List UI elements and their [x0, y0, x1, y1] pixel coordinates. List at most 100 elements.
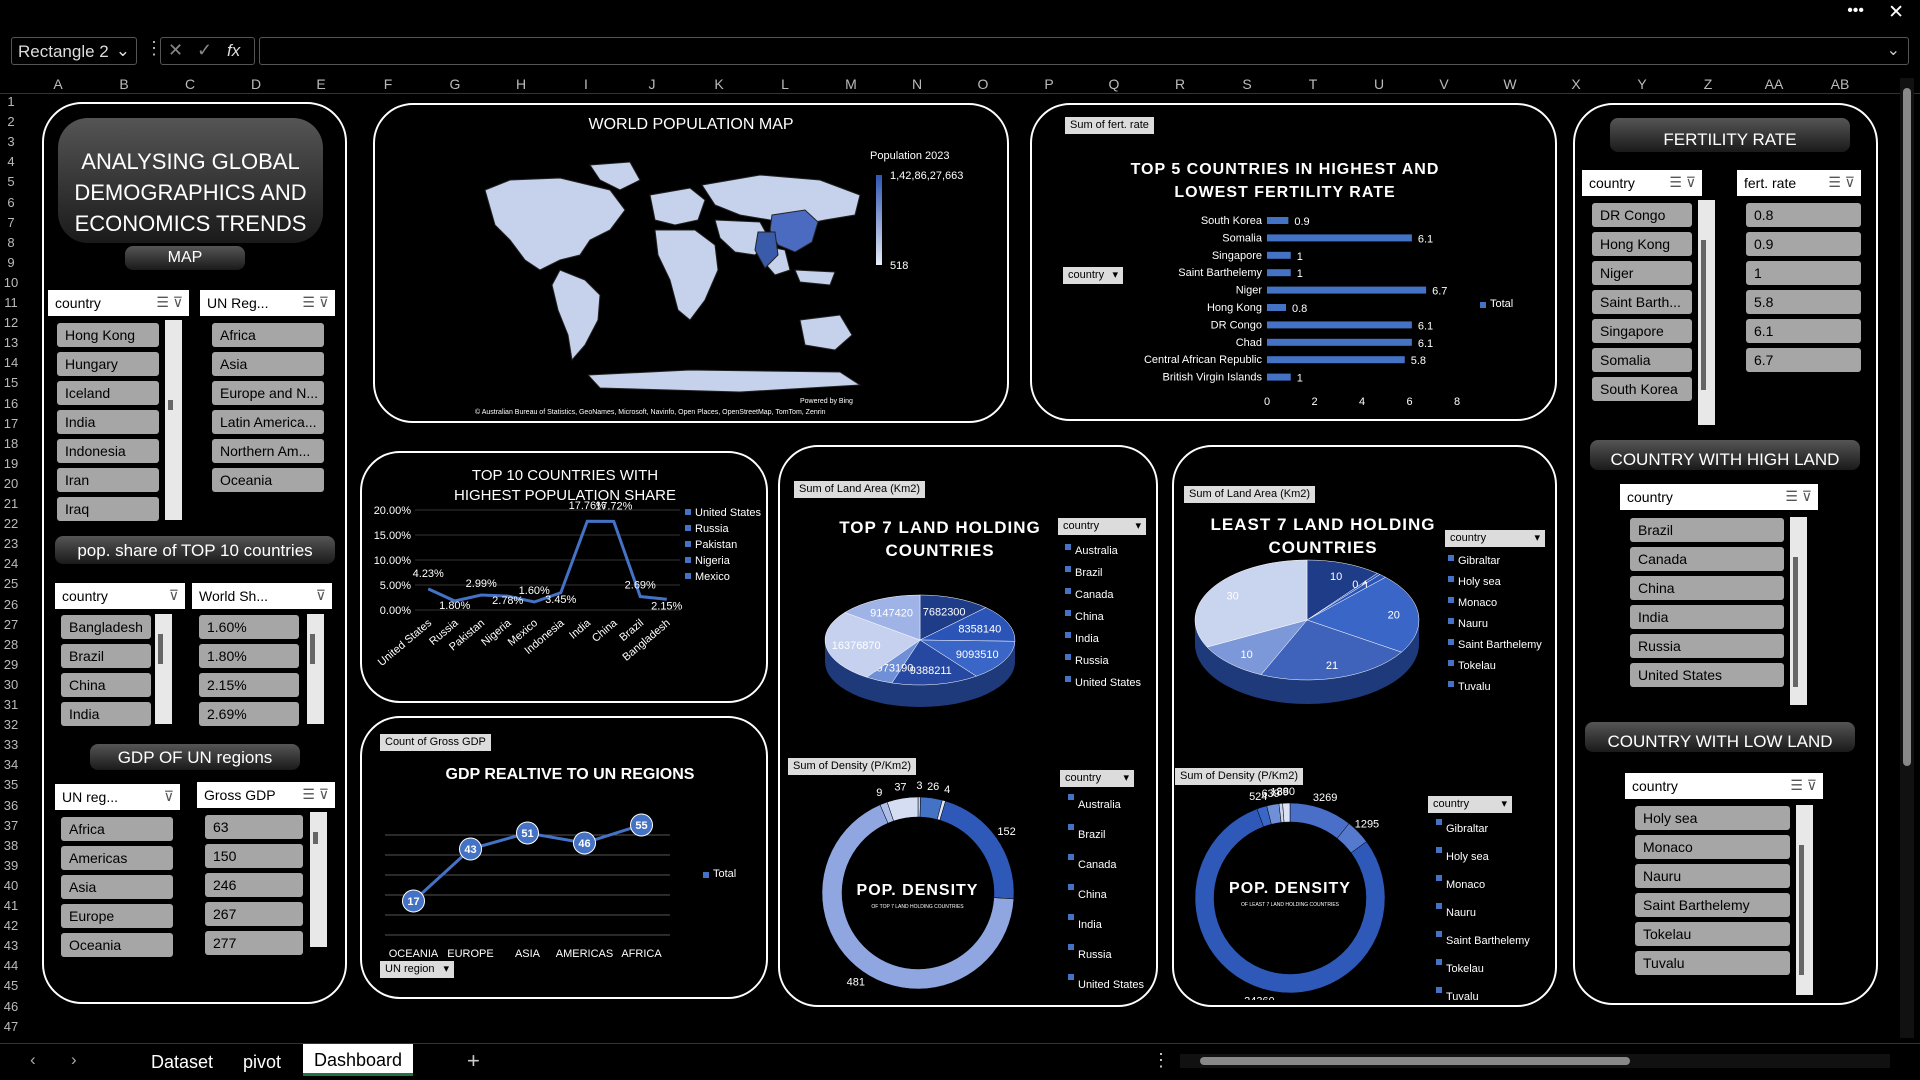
slicer-scrollbar[interactable] [1698, 200, 1715, 425]
column-header[interactable]: G [449, 76, 461, 92]
chevron-down-icon[interactable]: ⌄ [115, 41, 130, 60]
column-header[interactable]: N [911, 76, 923, 92]
column-header[interactable]: AA [1764, 76, 1784, 92]
row-header[interactable]: 33 [3, 737, 19, 753]
column-header[interactable]: U [1373, 76, 1385, 92]
slicer-item[interactable]: 0.8 [1746, 203, 1861, 227]
least7-density-field-button[interactable]: Sum of Density (P/Km2) [1175, 768, 1303, 785]
slicer-item[interactable]: Saint Barthelemy [1635, 893, 1790, 917]
add-sheet-icon[interactable]: + [467, 1048, 480, 1073]
prev-sheet-icon[interactable]: ‹ [30, 1050, 36, 1069]
close-icon[interactable]: ✕ [1888, 2, 1904, 23]
slicer-item[interactable]: Brazil [1630, 518, 1784, 542]
slicer-item[interactable]: 63 [205, 815, 303, 839]
row-header[interactable]: 44 [3, 958, 19, 974]
slicer-item[interactable]: Nauru [1635, 864, 1790, 888]
row-header[interactable]: 4 [7, 154, 15, 170]
slicer-item[interactable]: Bangladesh [61, 615, 151, 639]
row-header[interactable]: 17 [3, 415, 19, 431]
slicer-item[interactable]: Europe [61, 904, 173, 928]
row-header[interactable]: 7 [7, 214, 15, 230]
column-header[interactable]: V [1439, 76, 1449, 92]
slicer-item[interactable]: Holy sea [1635, 806, 1790, 830]
name-box[interactable]: Rectangle 2 ⌄ [11, 37, 137, 65]
slicer-item[interactable]: Somalia [1592, 348, 1692, 372]
slicer-item[interactable]: Singapore [1592, 319, 1692, 343]
slicer-item[interactable]: 6.1 [1746, 319, 1861, 343]
least7-density-filter[interactable]: country [1428, 796, 1512, 813]
slicer-item[interactable]: Russia [1630, 634, 1784, 658]
row-header[interactable]: 24 [3, 556, 19, 572]
slicer-item[interactable]: Iceland [57, 381, 159, 405]
horizontal-scroll-thumb[interactable] [1200, 1057, 1630, 1065]
slicer-scrollbar[interactable] [307, 614, 324, 724]
row-header[interactable]: 42 [3, 918, 19, 934]
column-header[interactable]: F [383, 76, 393, 92]
column-header[interactable]: Y [1637, 76, 1647, 92]
slicer-item[interactable]: Monaco [1635, 835, 1790, 859]
row-header[interactable]: 26 [3, 596, 19, 612]
row-header[interactable]: 37 [3, 817, 19, 833]
row-header[interactable]: 16 [3, 395, 19, 411]
row-header[interactable]: 47 [3, 1018, 19, 1034]
slicer-scrollbar[interactable] [310, 812, 327, 947]
clear-filter-icon[interactable]: ⊽ [315, 587, 326, 603]
fertility-field-button[interactable]: Sum of fert. rate [1065, 117, 1154, 134]
row-header[interactable]: 28 [3, 636, 19, 652]
column-header[interactable]: M [845, 76, 857, 92]
row-header[interactable]: 21 [3, 496, 19, 511]
row-header[interactable]: 2 [7, 114, 15, 130]
slicer-item[interactable]: India [61, 702, 151, 726]
column-header[interactable]: Z [1703, 76, 1713, 92]
slicer-item[interactable]: 2.15% [199, 673, 299, 697]
next-sheet-icon[interactable]: › [71, 1050, 77, 1069]
gdp-region-filter[interactable]: UN region [380, 961, 454, 978]
slicer-item[interactable]: 150 [205, 844, 303, 868]
slicer-item[interactable]: Oceania [61, 933, 173, 957]
top7-country-filter[interactable]: country [1058, 518, 1146, 535]
tab-dataset[interactable]: Dataset [151, 1052, 214, 1072]
row-header[interactable]: 15 [3, 375, 19, 391]
row-header[interactable]: 39 [3, 857, 19, 873]
slicer-item[interactable]: Latin America... [212, 410, 324, 434]
row-header[interactable]: 46 [3, 998, 19, 1014]
clear-filter-icon[interactable]: ☰ ⊽ [1828, 174, 1855, 190]
clear-filter-icon[interactable]: ⊽ [168, 587, 179, 603]
slicer-item[interactable]: 6.7 [1746, 348, 1861, 372]
row-header[interactable]: 8 [7, 234, 15, 250]
row-header[interactable]: 25 [3, 576, 19, 592]
slicer-item[interactable]: Indonesia [57, 439, 159, 463]
row-header[interactable]: 34 [3, 757, 19, 773]
clear-filter-icon[interactable]: ☰ ⊽ [156, 294, 183, 310]
row-header[interactable]: 3 [7, 134, 15, 150]
slicer-scrollbar[interactable] [1790, 517, 1807, 705]
slicer-item[interactable]: Brazil [61, 644, 151, 668]
slicer-item[interactable]: Tokelau [1635, 922, 1790, 946]
slicer-item[interactable]: Iraq [57, 497, 159, 521]
row-header[interactable]: 19 [3, 455, 19, 471]
column-header[interactable]: H [515, 76, 527, 92]
more-options-icon[interactable]: ••• [1847, 2, 1864, 19]
column-header[interactable]: A [53, 76, 63, 92]
least7-field-button[interactable]: Sum of Land Area (Km2) [1184, 486, 1316, 503]
slicer-item[interactable]: Americas [61, 846, 173, 870]
slicer-item[interactable]: Saint Barth... [1592, 290, 1692, 314]
clear-filter-icon[interactable]: ☰ ⊽ [1669, 174, 1696, 190]
gdp-field-button[interactable]: Count of Gross GDP [380, 734, 491, 751]
row-header[interactable]: 11 [4, 295, 18, 310]
slicer-item[interactable]: India [1630, 605, 1784, 629]
slicer-item[interactable]: 0.9 [1746, 232, 1861, 256]
row-header[interactable]: 43 [3, 938, 19, 954]
slicer-item[interactable]: Europe and N... [212, 381, 324, 405]
column-header[interactable]: Q [1108, 76, 1120, 92]
tab-pivot[interactable]: pivot [243, 1052, 282, 1072]
row-header[interactable]: 20 [3, 475, 19, 491]
slicer-item[interactable]: China [1630, 576, 1784, 600]
column-header[interactable]: AB [1830, 76, 1850, 92]
slicer-item[interactable]: United States [1630, 663, 1784, 687]
row-header[interactable]: 12 [3, 315, 19, 331]
row-header[interactable]: 22 [3, 516, 19, 532]
row-header[interactable]: 13 [3, 335, 19, 351]
least7-country-filter[interactable]: country [1445, 530, 1545, 547]
slicer-scrollbar[interactable] [1796, 805, 1813, 995]
